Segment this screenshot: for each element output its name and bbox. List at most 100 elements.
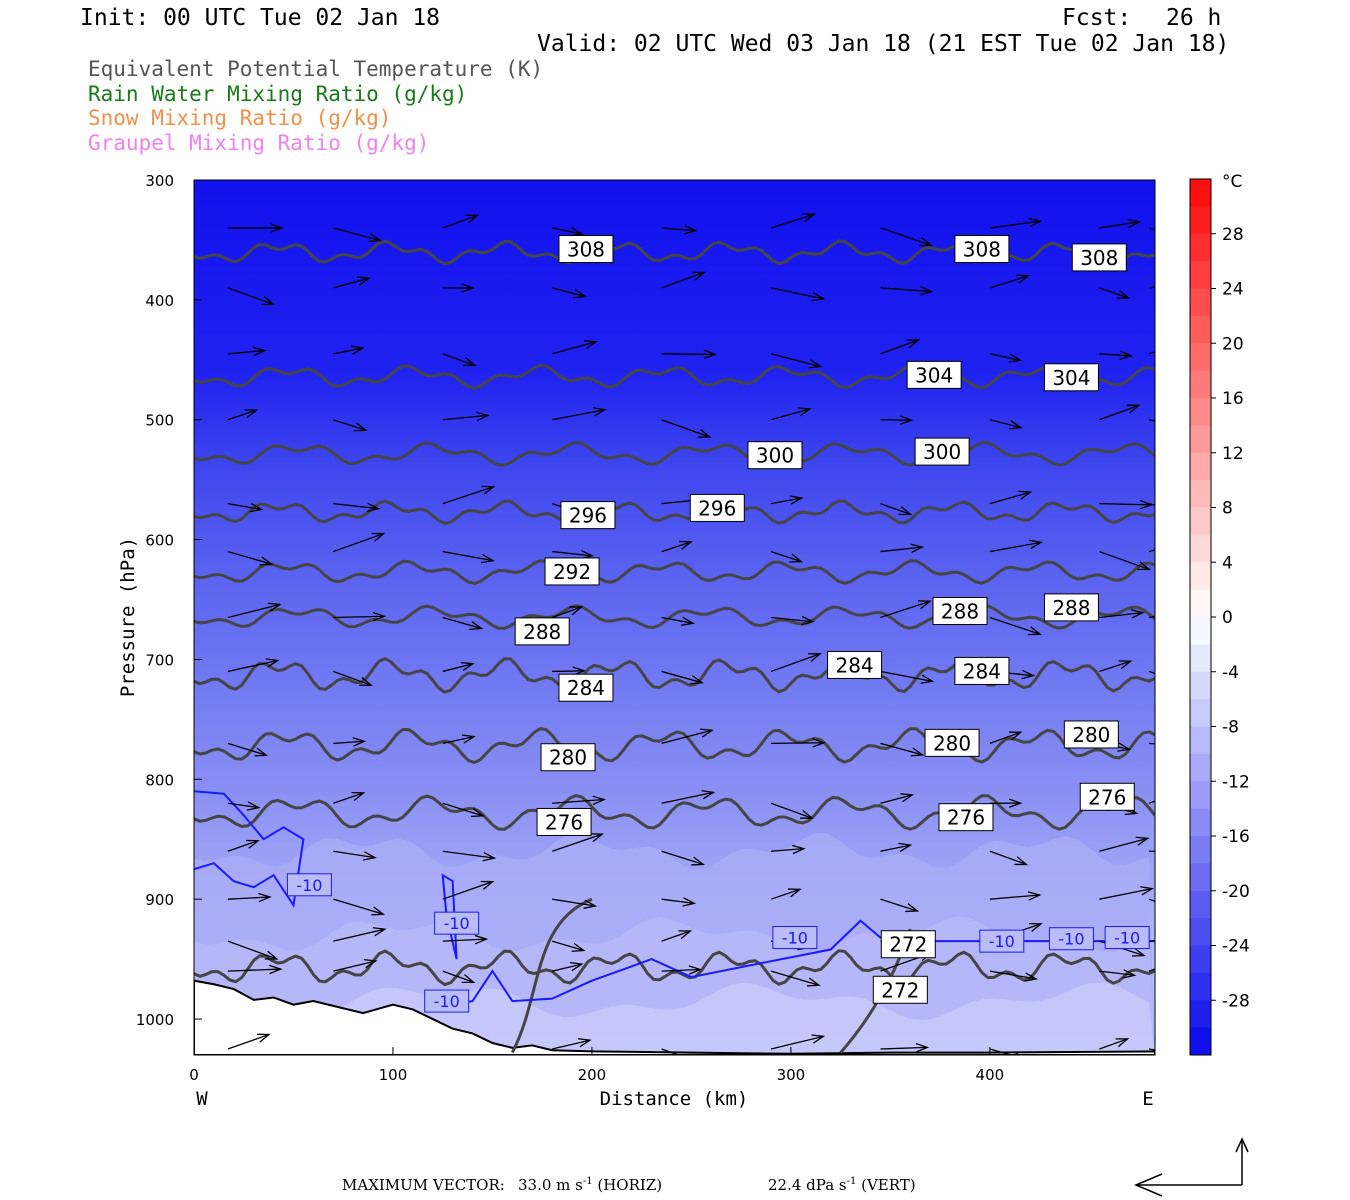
wind-vector-shaft [442, 881, 493, 900]
wind-vector-shaft [552, 287, 586, 298]
wind-vector [770, 1034, 826, 1050]
wind-vector-head [461, 974, 476, 984]
theta-e-label-box [536, 807, 592, 836]
wind-vector-shaft [442, 214, 478, 229]
wind-vector [989, 970, 1039, 982]
theta-e-label-box [540, 743, 596, 772]
wind-vector-head [1135, 836, 1150, 846]
wind-vector-head [1115, 1038, 1130, 1048]
isotherm-labels: -10 -10 -10 -10 -10 -10 -10 [286, 873, 1150, 1013]
wind-vector-shaft [989, 275, 1029, 289]
wind-vector-shaft [989, 1048, 1013, 1055]
wind-vector-head [789, 553, 804, 563]
wind-vector-shaft [552, 341, 597, 355]
wind-vector [442, 850, 497, 862]
wind-vector-shaft [1099, 353, 1132, 357]
wind-vector [661, 271, 707, 289]
wind-vector [989, 1048, 1020, 1055]
wind-vector [552, 340, 598, 355]
wind-vector-head [1166, 961, 1178, 969]
wind-vector [442, 214, 480, 229]
colorbar-cell [1190, 480, 1211, 508]
wind-vector-shaft [1099, 887, 1153, 900]
wind-vector [661, 897, 697, 907]
colorbar-cell [1190, 343, 1211, 372]
wind-vector-head [1166, 674, 1178, 682]
wind-vector-head [701, 790, 716, 800]
wind-vector-head [1028, 626, 1042, 636]
colorbar-tick-label: 8 [1222, 499, 1233, 519]
wind-vector-shaft [1148, 286, 1155, 289]
colorbar-cell [1190, 562, 1211, 591]
wind-vector-head [1027, 891, 1042, 901]
wind-vector [880, 670, 935, 684]
wind-vector-head [919, 286, 934, 296]
wind-vector-shaft [442, 353, 476, 367]
wind-vector [989, 353, 1023, 363]
wind-vector-shaft [880, 419, 912, 421]
wind-vector-shaft [1148, 615, 1155, 619]
wind-vector [1099, 609, 1145, 619]
wind-vector [770, 970, 821, 987]
theta-e-label: 276 [1088, 785, 1126, 809]
wind-vector [880, 503, 913, 516]
wind-vector [552, 898, 598, 909]
wind-vector-head [462, 357, 477, 367]
wind-vector-head [811, 291, 826, 302]
wind-vector-shaft [333, 227, 381, 242]
wind-vector-shaft [1099, 970, 1135, 976]
wind-vector [989, 616, 1042, 636]
theta-e-label: 284 [835, 653, 873, 677]
wind-vector-shaft [333, 347, 364, 355]
wind-vector-shaft [1099, 660, 1131, 673]
wind-vector-head [353, 422, 368, 432]
wind-vector-shaft [227, 742, 267, 756]
wind-vector [1148, 670, 1178, 682]
wind-vector-shaft [552, 798, 605, 804]
colorbar: °C 28 24 20 16 12 8 4 0 -4 -8 -12 -16 -20 -24 -28 [1189, 172, 1250, 1056]
wind-vector [770, 495, 804, 505]
theta-e-label-box [558, 235, 614, 264]
wind-vector [333, 792, 366, 804]
wind-vector-shaft [442, 970, 474, 983]
wind-vector-shaft [989, 850, 1027, 866]
wind-vector [989, 539, 1044, 553]
wind-vector-head [244, 409, 259, 419]
wind-vector-shaft [1099, 502, 1152, 506]
wind-vector [1099, 660, 1133, 673]
max-vector-vert: 22.4 dPa s-1 (VERT) [768, 1176, 916, 1194]
wind-vector-shaft [770, 550, 802, 563]
wind-vector [227, 502, 264, 513]
colorbar-cell [1190, 726, 1211, 755]
theta-e-label: 284 [567, 676, 605, 700]
wind-vector-shaft [227, 550, 272, 565]
wind-vector-head [691, 856, 706, 866]
wind-vector-shaft [989, 220, 1041, 229]
wind-vector [442, 353, 477, 367]
theta-e-label-box [558, 673, 614, 702]
wind-vector-head [678, 930, 693, 940]
wind-vector [1099, 550, 1151, 571]
wind-vector-head [368, 233, 383, 243]
wind-vector [442, 411, 490, 422]
wind-vector [552, 407, 607, 421]
theta-e-label-box [1043, 363, 1099, 392]
wind-vector-head [898, 506, 913, 516]
colorbar-tick-label: -20 [1222, 882, 1250, 902]
wind-vector [661, 616, 695, 626]
isotherm-label-box [772, 926, 818, 950]
wind-vector-shaft [442, 486, 494, 505]
theta-e-label: 276 [545, 810, 583, 834]
wind-vector-shaft [880, 287, 932, 293]
wind-vector-head [590, 833, 605, 843]
colorbar-cell [1190, 425, 1211, 454]
wind-vector-shaft [880, 742, 923, 756]
legend-theta-e: Equivalent Potential Temperature (K) [88, 57, 544, 81]
wind-vector [989, 419, 1023, 430]
theta-e-label: 308 [963, 238, 1001, 262]
wind-vector-shaft [880, 844, 911, 852]
wind-vector-head [1008, 798, 1023, 808]
wind-vector [442, 283, 475, 293]
wind-vector-head [1177, 341, 1189, 349]
theta-e-label: 280 [1072, 723, 1110, 747]
